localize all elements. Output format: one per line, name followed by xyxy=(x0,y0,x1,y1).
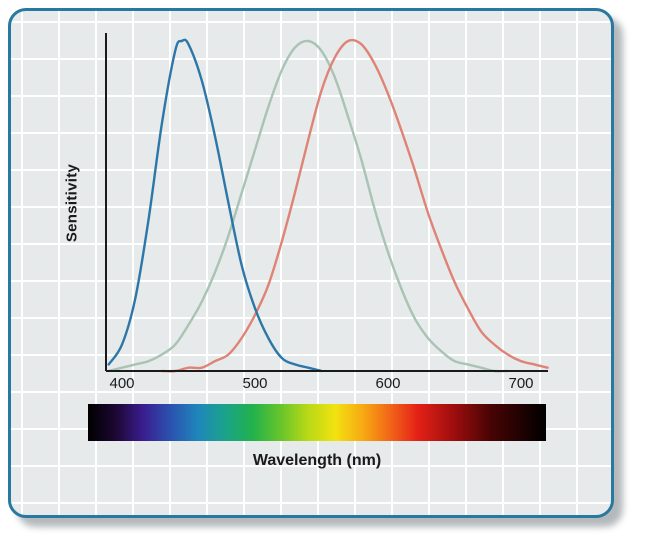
y-axis-label: Sensitivity xyxy=(63,163,81,243)
visible-spectrum-bar xyxy=(88,404,546,441)
x-tick-500: 500 xyxy=(242,375,268,392)
curves-group xyxy=(107,38,549,373)
x-tick-600: 600 xyxy=(375,375,401,392)
long-wavelength-cone-curve xyxy=(160,38,549,373)
figure-card: Sensitivity 400 500 600 700 Wavelength (… xyxy=(8,8,614,518)
x-axis-label: Wavelength (nm) xyxy=(252,452,382,469)
x-tick-700: 700 xyxy=(508,375,534,392)
cone-sensitivity-chart: Sensitivity 400 500 600 700 Wavelength (… xyxy=(11,11,611,515)
x-tick-400: 400 xyxy=(109,375,135,392)
chart-canvas xyxy=(105,33,549,373)
medium-wavelength-cone-curve xyxy=(107,39,509,373)
short-wavelength-cone-curve xyxy=(107,38,323,373)
